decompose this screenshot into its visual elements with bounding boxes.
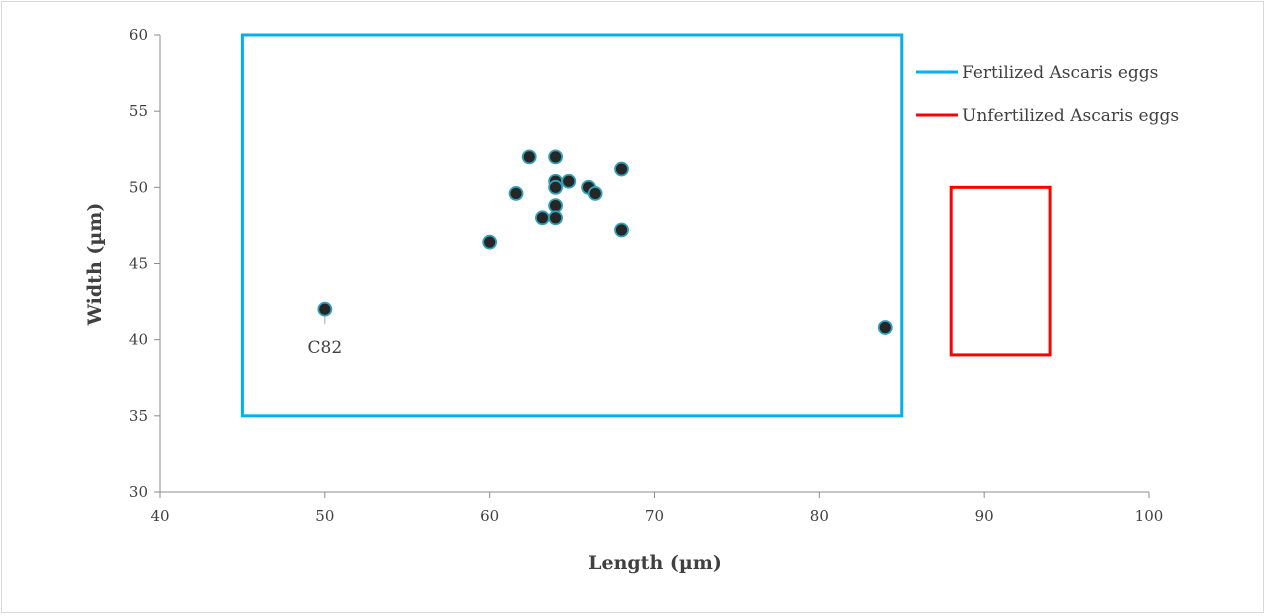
data-point: [535, 210, 550, 226]
y-tick-label: 40: [129, 331, 148, 349]
x-tick-label: 50: [315, 507, 334, 525]
data-points: [317, 149, 893, 335]
legend-label-fertilized: Fertilized Ascaris eggs: [962, 63, 1158, 83]
annotation-label: C82: [308, 338, 343, 358]
y-tick-label: 50: [129, 178, 148, 196]
data-point: [587, 186, 603, 201]
data-point: [548, 179, 563, 195]
fertilized-range-box: [240, 33, 904, 418]
data-point: [548, 149, 563, 165]
axes: 40 50 60 70 80 90 100 30 35 40 45 50 55 60: [129, 26, 1163, 525]
data-point: [548, 210, 563, 226]
data-point: [508, 186, 524, 201]
data-point: [548, 198, 563, 214]
x-tick-label: 90: [975, 507, 994, 525]
data-point: [521, 149, 537, 165]
annotations: C82: [308, 316, 343, 358]
unfertilized-range-box: [949, 185, 1052, 357]
y-axis-title: Width (µm): [84, 203, 106, 327]
data-point: [877, 320, 893, 335]
data-point: [561, 173, 577, 189]
y-tick-label: 55: [129, 102, 148, 120]
x-tick-label: 70: [645, 507, 664, 525]
data-point: [614, 222, 629, 238]
x-tick-label: 60: [480, 507, 499, 525]
y-tick-label: 45: [129, 255, 148, 273]
y-tick-label: 60: [129, 26, 148, 44]
x-tick-label: 100: [1135, 507, 1164, 525]
data-point: [614, 161, 629, 177]
y-tick-label: 35: [129, 407, 148, 425]
legend-label-unfertilized: Unfertilized Ascaris eggs: [962, 106, 1179, 126]
x-tick-label: 40: [150, 507, 169, 525]
data-point: [482, 234, 498, 250]
x-axis-title: Length (µm): [588, 552, 722, 574]
data-point: [317, 301, 333, 317]
range-boxes: [240, 33, 1052, 418]
legend: Fertilized Ascaris eggs Unfertilized Asca…: [916, 63, 1179, 126]
y-tick-label: 30: [129, 483, 148, 501]
x-tick-label: 80: [810, 507, 829, 525]
